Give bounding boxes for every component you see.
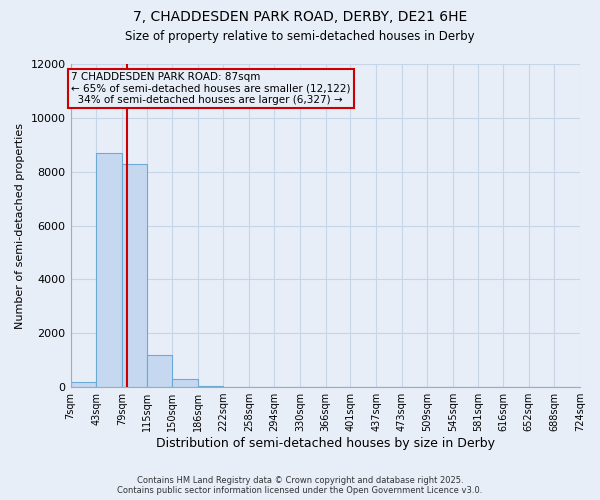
Text: 7 CHADDESDEN PARK ROAD: 87sqm
← 65% of semi-detached houses are smaller (12,122): 7 CHADDESDEN PARK ROAD: 87sqm ← 65% of s… xyxy=(71,72,351,106)
Bar xyxy=(122,164,147,387)
Bar xyxy=(96,153,122,387)
Y-axis label: Number of semi-detached properties: Number of semi-detached properties xyxy=(15,122,25,328)
Bar xyxy=(172,379,198,387)
Text: 7, CHADDESDEN PARK ROAD, DERBY, DE21 6HE: 7, CHADDESDEN PARK ROAD, DERBY, DE21 6HE xyxy=(133,10,467,24)
Text: Size of property relative to semi-detached houses in Derby: Size of property relative to semi-detach… xyxy=(125,30,475,43)
Bar xyxy=(71,382,96,387)
Bar xyxy=(147,355,172,387)
Bar xyxy=(198,386,223,387)
Text: Contains HM Land Registry data © Crown copyright and database right 2025.
Contai: Contains HM Land Registry data © Crown c… xyxy=(118,476,482,495)
X-axis label: Distribution of semi-detached houses by size in Derby: Distribution of semi-detached houses by … xyxy=(156,437,495,450)
